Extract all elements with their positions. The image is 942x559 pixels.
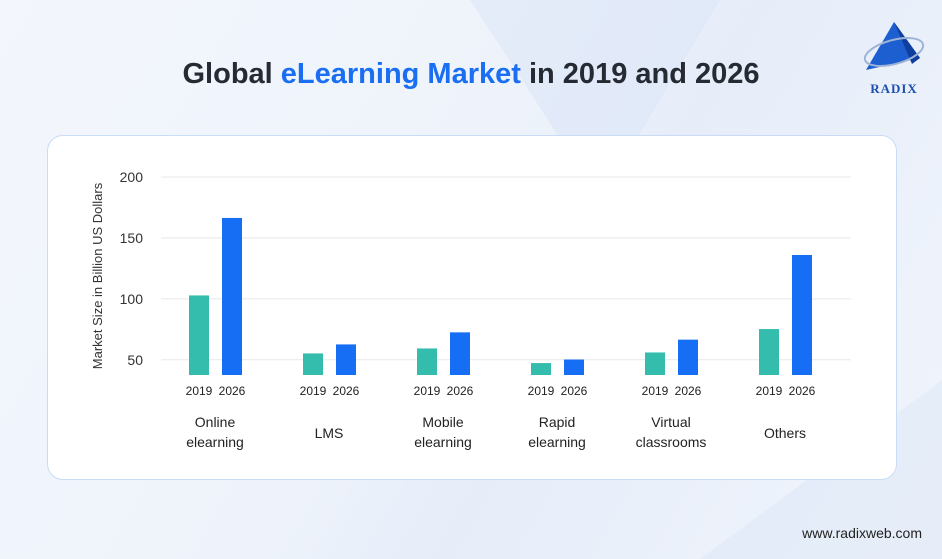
category-label: Mobile [422,414,463,430]
radix-logo: RADIX [854,18,934,97]
title-prefix: Global [182,58,281,90]
y-tick-label: 100 [120,291,144,307]
category-label: Rapid [539,414,576,430]
category-label: elearning [528,434,586,450]
title-suffix: in 2019 and 2026 [520,58,760,90]
logo-text: RADIX [870,81,918,96]
bar-2019 [531,363,551,375]
bar-2019 [417,348,437,375]
x-series-label: 2026 [333,384,360,398]
bar-chart: 50 100 150 200 Market Size in Billion US Dol… [90,169,851,450]
bar-2026 [792,254,812,375]
x-series-label: 2019 [186,384,213,398]
pyramid-icon [863,22,925,70]
bar-2019 [759,329,779,375]
category-label: elearning [186,434,244,450]
x-series-label: 2019 [756,384,783,398]
chart-card: 50 100 150 200 Market Size in Billion US Dol… [47,135,897,480]
y-axis-label: Market Size in Billion US Dollars [90,182,105,369]
x-series-label: 2019 [414,384,441,398]
x-series-label: 2026 [675,384,702,398]
bar-2019 [645,352,665,375]
page-title: Global eLearning Market in 2019 and 2026 [0,58,942,91]
bar-2026 [564,359,584,375]
x-series-label: 2026 [561,384,588,398]
x-series-label: 2026 [447,384,474,398]
category-label: LMS [315,425,344,441]
x-series-label: 2019 [300,384,327,398]
bar-2019 [303,353,323,375]
footer-url[interactable]: www.radixweb.com [802,525,922,541]
category-label: classrooms [636,434,707,450]
y-tick-label: 200 [120,169,144,185]
bar-2026 [678,339,698,375]
bar-2026 [222,217,242,375]
category-label: Others [764,425,806,441]
x-series-label: 2026 [789,384,816,398]
x-series-label: 2019 [528,384,555,398]
category-label: Online [195,414,236,430]
x-series-label: 2019 [642,384,669,398]
category-label: elearning [414,434,472,450]
bar-2019 [189,295,209,375]
title-highlight: eLearning Market [280,58,521,90]
x-series-label: 2026 [219,384,246,398]
bar-2026 [336,344,356,375]
y-tick-label: 50 [127,352,143,368]
bar-2026 [450,332,470,375]
category-label: Virtual [651,414,690,430]
y-tick-label: 150 [120,230,144,246]
